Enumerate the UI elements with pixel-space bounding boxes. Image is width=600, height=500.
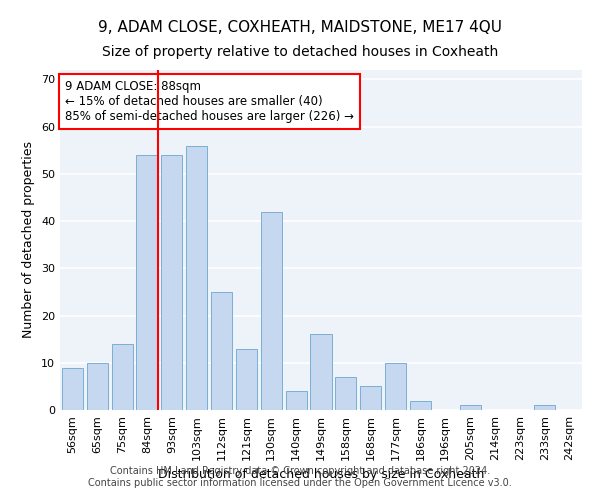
Bar (186, 146, 207, 410)
Bar (211, 292, 232, 410)
Bar (310, 334, 332, 410)
Bar (460, 406, 481, 410)
Text: 9, ADAM CLOSE, COXHEATH, MAIDSTONE, ME17 4QU: 9, ADAM CLOSE, COXHEATH, MAIDSTONE, ME17… (98, 20, 502, 35)
Bar (161, 155, 182, 410)
Bar (112, 344, 133, 410)
X-axis label: Distribution of detached houses by size in Coxheath: Distribution of detached houses by size … (158, 468, 484, 481)
Text: Size of property relative to detached houses in Coxheath: Size of property relative to detached ho… (102, 45, 498, 59)
Bar (236, 348, 257, 410)
Bar (534, 406, 555, 410)
Text: Contains HM Land Registry data © Crown copyright and database right 2024.
Contai: Contains HM Land Registry data © Crown c… (88, 466, 512, 487)
Bar (261, 212, 282, 410)
Bar (87, 363, 108, 410)
Bar (410, 400, 431, 410)
Bar (62, 368, 83, 410)
Bar (136, 155, 158, 410)
Bar (286, 391, 307, 410)
Bar (385, 363, 406, 410)
Y-axis label: Number of detached properties: Number of detached properties (22, 142, 35, 338)
Text: 9 ADAM CLOSE: 88sqm
← 15% of detached houses are smaller (40)
85% of semi-detach: 9 ADAM CLOSE: 88sqm ← 15% of detached ho… (65, 80, 354, 123)
Bar (335, 377, 356, 410)
Bar (360, 386, 381, 410)
